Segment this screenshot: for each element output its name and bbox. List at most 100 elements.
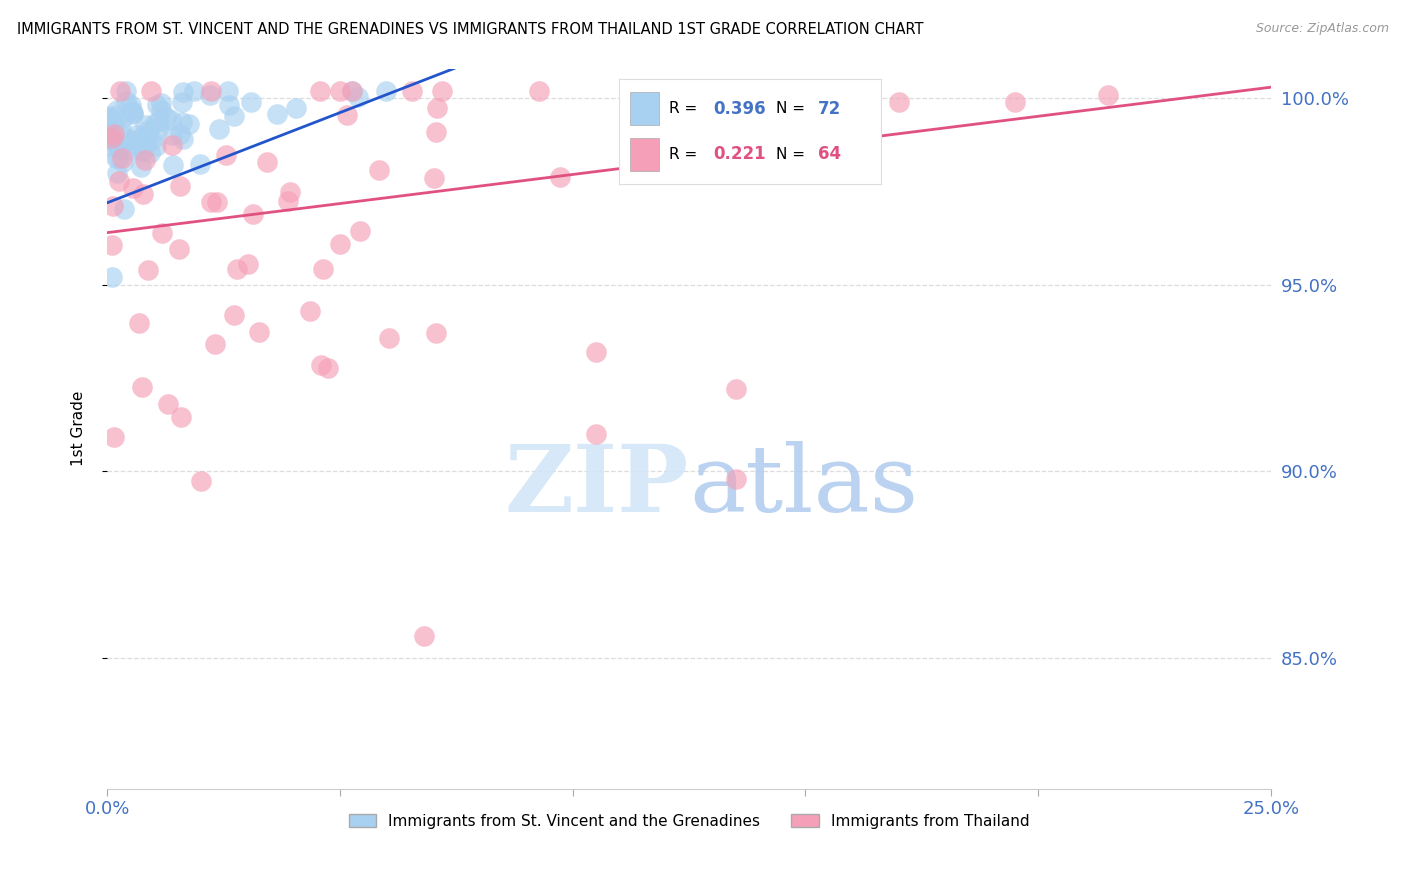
Point [172,85,194,99]
Point [100,115,122,129]
Point [367,162,389,177]
Point [149,103,172,118]
Point [103,136,125,150]
Point [527,84,550,98]
Point [222,109,245,123]
Point [167,242,190,256]
Point [308,84,330,98]
Text: atlas: atlas [689,442,918,531]
Text: ZIP: ZIP [505,442,689,531]
Point [103,133,125,147]
Point [278,185,301,199]
Point [112,202,135,217]
Point [378,331,401,345]
Point [375,84,398,98]
Point [97,123,120,137]
Point [135,133,157,147]
Point [169,127,191,141]
Point [146,122,169,136]
Point [183,84,205,98]
Point [342,84,364,98]
Point [156,397,179,411]
Point [115,94,138,108]
Point [131,129,153,144]
Point [120,98,142,112]
Point [145,139,167,153]
Point [108,144,131,158]
Legend: Immigrants from St. Vincent and the Grenadines, Immigrants from Thailand: Immigrants from St. Vincent and the Gren… [343,807,1035,835]
Point [122,106,145,120]
Point [148,113,170,128]
Point [585,345,607,359]
Point [285,101,308,115]
Point [236,257,259,271]
Point [100,131,122,145]
Point [155,110,177,124]
Point [129,160,152,174]
Point [162,158,184,172]
Point [277,194,299,209]
Point [724,382,747,396]
Point [198,88,221,103]
Point [138,146,160,161]
Point [1004,95,1026,109]
Point [329,84,352,98]
Point [150,227,173,241]
Point [349,224,371,238]
Point [105,165,128,179]
Point [103,199,125,213]
Point [128,316,150,330]
Point [190,474,212,488]
Point [112,111,135,125]
Point [299,303,322,318]
Point [207,122,229,136]
Point [131,187,153,202]
Point [100,237,122,252]
Point [121,180,143,194]
Point [430,84,453,98]
Y-axis label: 1st Grade: 1st Grade [72,391,86,467]
Point [412,629,434,643]
Point [105,151,128,165]
Point [1097,87,1119,102]
Point [145,98,167,112]
Point [103,118,125,132]
Point [139,84,162,98]
Point [160,138,183,153]
Point [169,179,191,194]
Point [134,118,156,132]
Point [347,89,370,103]
Point [170,114,193,128]
Point [309,359,332,373]
Point [114,84,136,98]
Point [887,95,910,109]
Point [242,207,264,221]
Point [204,337,226,351]
Point [342,84,364,98]
Point [98,138,121,153]
Point [401,84,423,98]
Point [316,360,339,375]
Point [103,430,125,444]
Point [108,174,131,188]
Point [786,124,808,138]
Point [312,262,335,277]
Point [107,151,129,165]
Point [108,84,131,98]
Point [111,151,134,165]
Point [423,170,446,185]
Point [426,101,449,115]
Point [172,132,194,146]
Point [143,115,166,129]
Point [724,472,747,486]
Point [247,325,270,339]
Point [172,95,194,110]
Point [98,111,121,125]
Point [131,380,153,394]
Point [224,308,246,322]
Point [336,108,359,122]
Point [177,117,200,131]
Point [548,169,571,184]
Point [103,128,125,142]
Point [107,140,129,154]
